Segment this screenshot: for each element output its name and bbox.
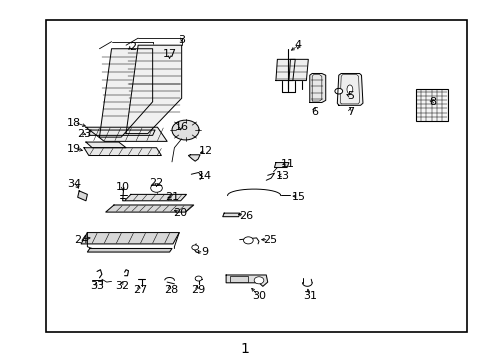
Text: 24: 24 [74, 235, 88, 245]
Text: 33: 33 [90, 281, 104, 291]
Text: 34: 34 [67, 179, 81, 189]
Text: 29: 29 [191, 285, 205, 295]
Text: 26: 26 [239, 211, 252, 221]
Polygon shape [223, 213, 239, 217]
Polygon shape [126, 45, 181, 134]
Polygon shape [105, 205, 193, 212]
Circle shape [150, 184, 162, 192]
Text: 22: 22 [149, 178, 163, 188]
Polygon shape [84, 148, 161, 156]
Text: 28: 28 [163, 285, 178, 295]
Polygon shape [275, 59, 295, 81]
Text: 1: 1 [240, 342, 248, 356]
Bar [229, 276, 248, 282]
Ellipse shape [346, 85, 352, 94]
Text: 12: 12 [198, 146, 212, 156]
Polygon shape [288, 59, 308, 81]
Circle shape [191, 245, 198, 250]
Text: 30: 30 [251, 291, 265, 301]
Text: 32: 32 [115, 280, 129, 291]
Text: 8: 8 [428, 97, 436, 107]
Polygon shape [89, 130, 155, 135]
Polygon shape [99, 49, 152, 137]
Text: 6: 6 [310, 107, 318, 117]
Text: 7: 7 [346, 107, 354, 117]
Text: 13: 13 [276, 171, 289, 181]
Text: 9: 9 [201, 247, 208, 257]
Text: 23: 23 [77, 129, 91, 139]
Polygon shape [124, 194, 186, 201]
Text: 21: 21 [164, 192, 179, 202]
Circle shape [195, 276, 202, 281]
Text: 16: 16 [174, 122, 188, 131]
Text: 3: 3 [178, 35, 185, 45]
Bar [46, 21, 466, 332]
Text: 10: 10 [116, 182, 129, 192]
Text: 17: 17 [162, 49, 176, 59]
Text: 4: 4 [293, 40, 301, 50]
Text: 18: 18 [67, 118, 81, 128]
Polygon shape [87, 248, 172, 252]
Text: 25: 25 [263, 235, 277, 246]
Text: 27: 27 [133, 285, 147, 295]
Polygon shape [188, 155, 200, 161]
Text: 11: 11 [281, 159, 294, 168]
Text: 14: 14 [197, 171, 211, 181]
Circle shape [334, 88, 342, 94]
Polygon shape [86, 127, 167, 141]
Polygon shape [86, 142, 126, 148]
Text: 20: 20 [173, 208, 187, 218]
Circle shape [254, 277, 264, 284]
Polygon shape [337, 73, 362, 105]
Text: 2: 2 [128, 42, 136, 52]
Polygon shape [81, 233, 179, 244]
Polygon shape [225, 275, 267, 286]
Text: 15: 15 [291, 192, 305, 202]
Polygon shape [309, 73, 325, 103]
Text: 5: 5 [346, 91, 354, 102]
Polygon shape [78, 191, 87, 201]
Text: 31: 31 [302, 291, 316, 301]
Polygon shape [172, 120, 199, 140]
Circle shape [243, 237, 253, 244]
Text: 19: 19 [67, 144, 81, 154]
Bar [415, 89, 447, 121]
Polygon shape [274, 163, 288, 167]
